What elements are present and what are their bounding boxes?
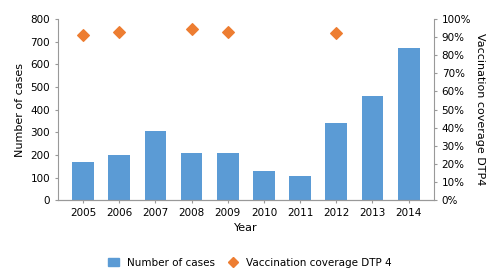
Bar	[362, 96, 384, 200]
Y-axis label: Number of cases: Number of cases	[15, 63, 25, 156]
Bar	[217, 153, 238, 200]
Bar	[144, 131, 167, 200]
Bar	[181, 153, 203, 200]
Bar	[326, 123, 347, 200]
Bar	[108, 155, 130, 200]
Vaccination coverage DTP 4	[224, 30, 232, 34]
Vaccination coverage DTP 4	[116, 30, 124, 34]
Bar	[253, 171, 275, 200]
Vaccination coverage DTP 4	[188, 27, 196, 31]
Legend: Number of cases, Vaccination coverage DTP 4: Number of cases, Vaccination coverage DT…	[105, 254, 395, 271]
Vaccination coverage DTP 4	[79, 33, 87, 38]
Y-axis label: Vaccination coverage DTP4: Vaccination coverage DTP4	[475, 33, 485, 186]
Bar	[398, 49, 419, 200]
Vaccination coverage DTP 4	[332, 31, 340, 36]
Bar	[72, 162, 94, 200]
Bar	[290, 176, 311, 200]
X-axis label: Year: Year	[234, 223, 258, 233]
